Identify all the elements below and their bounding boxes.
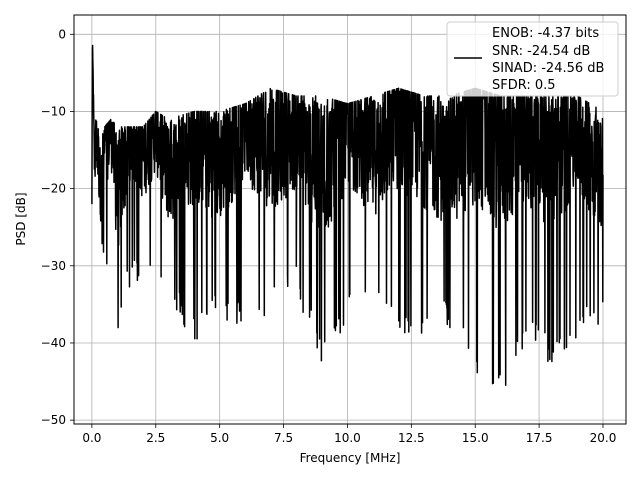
legend-entry-snr: SNR: -24.54 dB: [492, 44, 590, 59]
x-tick-label: 15.0: [462, 431, 489, 445]
x-tick-label: 10.0: [334, 431, 361, 445]
x-tick-label: 2.5: [146, 431, 165, 445]
y-tick-label: −30: [41, 259, 66, 273]
y-tick-label: −50: [41, 413, 66, 427]
y-axis-label: PSD [dB]: [14, 192, 28, 245]
y-ticks: 0 −10 −20 −30 −40 −50: [41, 27, 74, 427]
x-tick-label: 5.0: [210, 431, 229, 445]
legend-entry-sinad: SINAD: -24.56 dB: [492, 61, 604, 76]
legend: ENOB: -4.37 bits SNR: -24.54 dB SINAD: -…: [446, 21, 619, 97]
psd-trace: [91, 44, 604, 386]
psd-series: [91, 44, 604, 386]
x-tick-label: 12.5: [398, 431, 425, 445]
x-axis-label: Frequency [MHz]: [300, 451, 401, 465]
y-tick-label: −20: [41, 182, 66, 196]
x-tick-label: 17.5: [526, 431, 553, 445]
x-ticks: 0.0 2.5 5.0 7.5 10.0 12.5 15.0 17.5 20.0: [82, 424, 616, 445]
legend-entry-sfdr: SFDR: 0.5: [492, 78, 556, 93]
legend-box: [446, 21, 619, 97]
x-tick-label: 0.0: [82, 431, 101, 445]
y-tick-label: 0: [58, 27, 66, 41]
x-tick-label: 20.0: [590, 431, 617, 445]
y-tick-label: −10: [41, 104, 66, 118]
y-tick-label: −40: [41, 336, 66, 350]
plot-area-frame: [73, 14, 627, 425]
x-tick-label: 7.5: [274, 431, 293, 445]
legend-entry-enob: ENOB: -4.37 bits: [492, 26, 599, 41]
